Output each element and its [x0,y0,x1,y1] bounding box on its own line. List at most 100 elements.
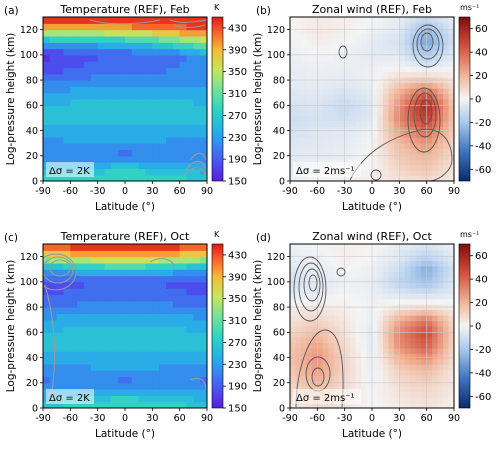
heatmap-cell [443,331,450,338]
heatmap-cell [295,60,302,67]
heatmap-cell [70,401,78,408]
heatmap-cell [186,300,194,308]
heatmap-cell [290,33,297,40]
heatmap-cell [410,271,417,278]
heatmap-cell [193,73,201,81]
heatmap-cell [372,142,379,149]
heatmap-cell [404,38,411,45]
heatmap-cell [306,66,313,73]
heatmap-cell [432,142,439,149]
heatmap-cell [56,281,65,289]
heatmap-cell [333,44,340,51]
heatmap-cell [311,44,318,51]
x-axis-label: Latitude (°) [95,428,155,440]
heatmap-cell [421,49,428,56]
heatmap-cell [125,168,133,176]
heatmap-cell [426,148,433,155]
heatmap-cell [421,115,428,122]
heatmap-cell [432,320,439,327]
heatmap-cell [421,386,428,393]
heatmap-cell [118,174,126,181]
heatmap-cell [56,338,65,346]
heatmap-cell [350,298,357,305]
heatmap-cell [200,294,207,302]
heatmap-cell [306,60,313,67]
heatmap-cell [306,375,313,382]
heatmap-cell [77,344,85,352]
heatmap-cell [300,402,307,408]
heatmap-cell [193,307,201,314]
heatmap-cell [172,80,181,87]
heatmap-cell [43,294,51,302]
heatmap-cell [328,271,335,278]
heatmap-cell [404,375,411,382]
heatmap-cell [328,137,335,144]
heatmap-cell [186,344,194,352]
heatmap-cell [344,402,351,408]
heatmap-cell [328,38,335,45]
heatmap-cell [448,375,454,382]
heatmap-cell [300,375,307,382]
heatmap-cell [179,256,188,264]
heatmap-cell [290,380,297,387]
heatmap-cell [43,117,51,125]
heatmap-cell [382,38,389,45]
heatmap-cell [339,17,346,24]
heatmap-cell [131,143,140,151]
heatmap-cell [63,269,71,277]
heatmap-cell [172,67,181,75]
heatmap-cell [437,309,444,316]
heatmap-cell [166,92,174,100]
heatmap-cell [404,137,411,144]
heatmap-cell [361,369,368,376]
heatmap-cell [43,313,51,321]
heatmap-cell [443,282,450,289]
heatmap-cell [344,282,351,289]
heatmap-cell [63,29,71,37]
heatmap-cell [448,131,454,138]
heatmap-cell [328,44,335,51]
heatmap-cell [410,309,417,316]
heatmap-cell [399,358,406,365]
heatmap-cell [448,254,454,261]
heatmap-cell [104,80,112,87]
heatmap-cell [138,67,147,75]
heatmap-cell [166,80,174,87]
heatmap-cell [200,149,207,157]
colorbar-tick-label: 40 [475,275,488,286]
heatmap-cell [443,309,450,316]
heatmap-cell [145,149,153,157]
heatmap-cell [193,275,201,283]
heatmap-cell [193,168,201,176]
heatmap-cell [200,130,207,138]
heatmap-cell [410,17,417,24]
heatmap-cell [193,105,201,113]
heatmap-cell [382,315,389,322]
heatmap-cell [437,326,444,333]
heatmap-cell [159,275,167,283]
heatmap-cell [138,376,147,384]
heatmap-cell [111,357,119,365]
heatmap-cell [355,254,362,261]
heatmap-cell [104,363,112,371]
heatmap-cell [382,153,389,160]
heatmap-cell [333,60,340,67]
heatmap-cell [84,313,92,321]
heatmap-cell [415,27,422,34]
heatmap-cell [290,309,297,316]
y-tick-label: 100 [267,50,285,61]
heatmap-cell [443,175,450,181]
heatmap-cell [306,244,313,251]
heatmap-cell [104,168,112,176]
heatmap-cell [145,111,153,119]
heatmap-cell [410,265,417,272]
heatmap-cell [56,244,65,251]
heatmap-cell [415,44,422,51]
heatmap-cell [290,82,297,89]
heatmap-cell [437,17,444,24]
heatmap-cell [145,307,153,314]
heatmap-cell [56,269,65,277]
heatmap-cell [344,120,351,127]
heatmap-cell [437,131,444,138]
